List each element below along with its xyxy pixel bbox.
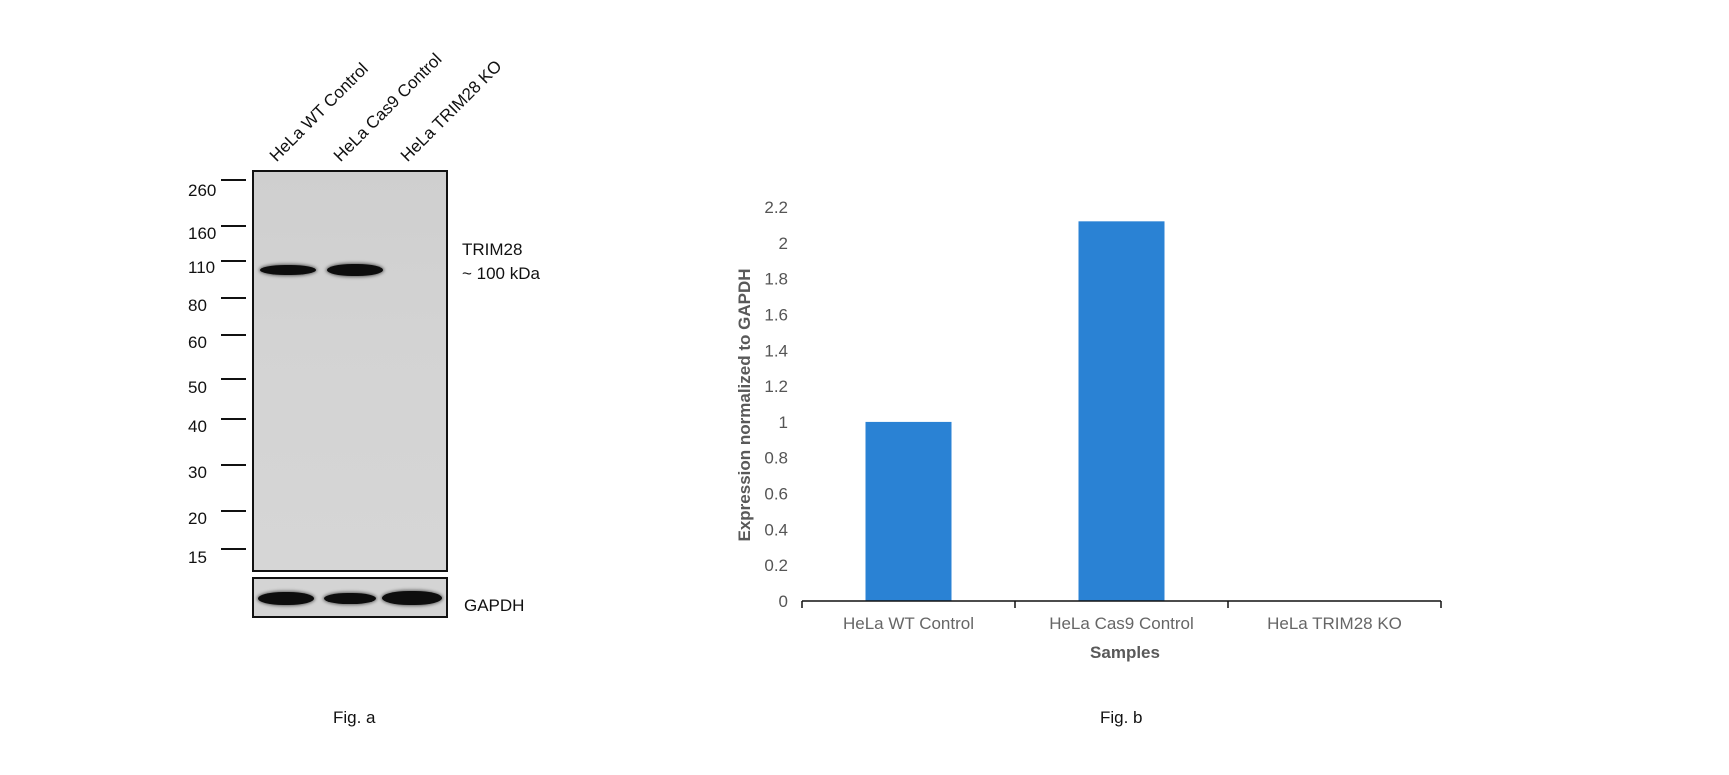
y-tick-label: 2.2 — [764, 198, 788, 217]
y-tick-label: 1.2 — [764, 377, 788, 396]
y-tick-label: 2 — [779, 234, 788, 253]
band-trim28-cas9 — [327, 264, 383, 276]
gapdh-blot — [252, 577, 448, 618]
band-gapdh-wt — [258, 592, 314, 605]
y-tick-label: 0.4 — [764, 520, 788, 539]
y-tick-label: 0 — [779, 592, 788, 611]
mw-label-80: 80 — [188, 296, 207, 315]
mw-tick-40 — [221, 418, 246, 420]
mw-tick-80 — [221, 297, 246, 299]
figure-a-caption: Fig. a — [333, 708, 376, 727]
target-size-label: ~ 100 kDa — [462, 264, 540, 283]
x-axis-title: Samples — [1090, 643, 1160, 662]
mw-label-260: 260 — [188, 181, 217, 200]
x-category-label: HeLa WT Control — [843, 614, 974, 633]
mw-tick-110 — [221, 260, 246, 262]
mw-tick-20 — [221, 510, 246, 512]
mw-label-160: 160 — [188, 224, 217, 243]
mw-tick-15 — [221, 548, 246, 550]
bar — [1078, 221, 1165, 601]
mw-label-30: 30 — [188, 463, 207, 482]
mw-label-60: 60 — [188, 333, 207, 352]
y-tick-label: 0.8 — [764, 449, 788, 468]
mw-label-15: 15 — [188, 548, 207, 567]
mw-label-20: 20 — [188, 509, 207, 528]
mw-label-50: 50 — [188, 378, 207, 397]
mw-tick-30 — [221, 464, 246, 466]
target-label: TRIM28 — [462, 240, 523, 259]
mw-label-40: 40 — [188, 417, 207, 436]
gapdh-label: GAPDH — [464, 596, 525, 615]
y-tick-label: 0.2 — [764, 556, 788, 575]
x-category-label: HeLa Cas9 Control — [1049, 614, 1194, 633]
band-gapdh-ko — [382, 591, 442, 605]
y-tick-label: 1.6 — [764, 305, 788, 324]
mw-tick-60 — [221, 334, 246, 336]
mw-label-110: 110 — [188, 258, 216, 277]
figure-b-caption: Fig. b — [1100, 708, 1143, 727]
mw-tick-50 — [221, 378, 246, 380]
mw-tick-160 — [221, 225, 246, 227]
band-gapdh-cas9 — [324, 593, 376, 604]
blot-membrane — [252, 170, 448, 572]
y-tick-label: 1 — [779, 413, 788, 432]
y-tick-label: 1.8 — [764, 270, 788, 289]
x-category-label: HeLa TRIM28 KO — [1267, 614, 1402, 633]
mw-tick-260 — [221, 179, 246, 181]
y-tick-label: 1.4 — [764, 341, 788, 360]
band-trim28-wt — [260, 265, 316, 275]
y-tick-label: 0.6 — [764, 485, 788, 504]
bar — [865, 421, 952, 601]
y-axis-title: Expression normalized to GAPDH — [735, 269, 754, 542]
